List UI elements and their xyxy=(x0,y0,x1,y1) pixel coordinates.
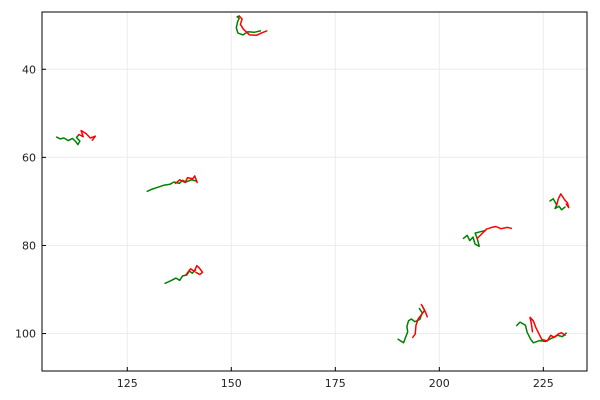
green-trajectory-line-4 xyxy=(146,179,198,193)
green-trajectory-line-14 xyxy=(515,321,567,344)
green-trajectory-line-8 xyxy=(397,307,424,344)
x-tick-label: 175 xyxy=(325,377,346,390)
y-tick-label: 60 xyxy=(22,151,36,164)
green-trajectory-line-0 xyxy=(235,15,262,36)
x-tick-label: 150 xyxy=(221,377,242,390)
red-trajectory-line-3 xyxy=(78,129,97,141)
green-trajectory-line-10 xyxy=(462,229,487,248)
x-tick-label: 200 xyxy=(429,377,450,390)
trajectory-series xyxy=(55,15,570,344)
red-trajectory-line-13 xyxy=(555,193,570,209)
red-trajectory-line-5 xyxy=(174,175,198,185)
red-trajectory-line-11 xyxy=(476,225,513,240)
green-trajectory-line-2 xyxy=(55,133,81,146)
y-tick-label: 100 xyxy=(15,328,36,341)
x-tick-label: 225 xyxy=(533,377,554,390)
red-trajectory-line-1 xyxy=(238,15,268,37)
axis-ticks: 125 150 175 200 225 40 60 80 100 xyxy=(15,63,554,390)
green-trajectory-line-12 xyxy=(549,198,566,211)
green-trajectory-line-6 xyxy=(164,269,197,285)
red-trajectory-line-15 xyxy=(529,316,566,342)
grid xyxy=(42,12,587,371)
x-tick-label: 125 xyxy=(117,377,138,390)
plot-frame xyxy=(41,11,588,372)
y-tick-label: 40 xyxy=(22,63,36,76)
red-trajectory-line-9 xyxy=(411,303,428,339)
y-tick-label: 80 xyxy=(22,239,36,252)
red-trajectory-line-7 xyxy=(185,264,204,276)
